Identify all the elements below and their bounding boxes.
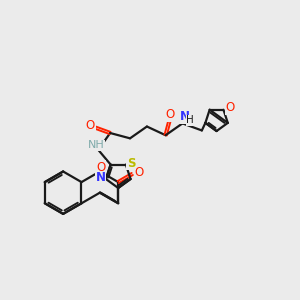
Text: O: O bbox=[165, 108, 174, 121]
Text: N: N bbox=[96, 171, 106, 184]
Text: N: N bbox=[180, 110, 190, 123]
Text: H: H bbox=[186, 116, 194, 125]
Text: O: O bbox=[134, 166, 143, 179]
Text: O: O bbox=[96, 161, 106, 174]
Text: O: O bbox=[86, 119, 95, 133]
Text: S: S bbox=[127, 157, 135, 170]
Text: O: O bbox=[225, 101, 235, 115]
Text: NH: NH bbox=[88, 140, 105, 150]
